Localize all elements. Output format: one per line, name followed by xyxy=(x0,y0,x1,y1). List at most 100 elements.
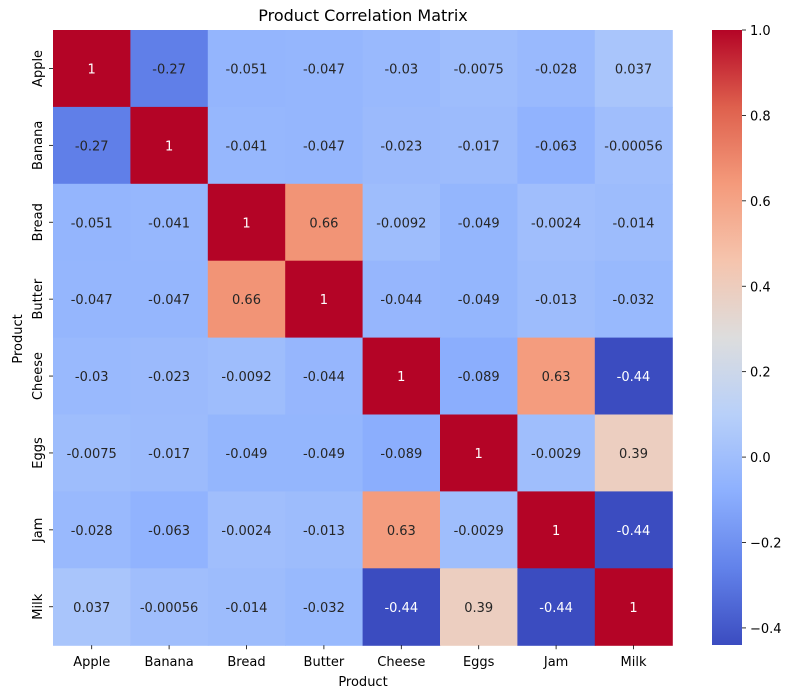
y-axis-label: Product xyxy=(11,314,26,363)
cell-label: -0.028 xyxy=(71,524,113,539)
cell-label: -0.0075 xyxy=(67,447,117,462)
colorbar-ticks: 1.0 0.8 0.6 0.4 0.2 0.0 −0.2 −0.4 xyxy=(742,24,782,637)
x-tick-label: Jam xyxy=(543,655,568,670)
cell-label: -0.051 xyxy=(226,62,268,77)
heatmap-cell xyxy=(130,30,209,108)
heatmap-cell xyxy=(440,337,518,416)
x-tick-label: Butter xyxy=(304,655,345,670)
cell-label: 1 xyxy=(242,216,250,231)
heatmap-cell xyxy=(285,30,364,108)
cell-label: 0.63 xyxy=(387,524,416,539)
heatmap-cell xyxy=(440,414,518,492)
heatmap-cell xyxy=(440,183,518,262)
y-tick-label: Butter xyxy=(31,278,46,319)
cell-label: -0.00056 xyxy=(604,139,662,154)
cell-label: -0.017 xyxy=(148,447,190,462)
cell-label: 0.66 xyxy=(309,216,338,231)
y-tick-label: Jam xyxy=(31,518,46,543)
cell-label: -0.0075 xyxy=(454,62,504,77)
heatmap-cell xyxy=(362,30,441,108)
y-tick-label: Bread xyxy=(31,203,46,241)
y-tick-labels: Apple Banana Bread Butter Cheese Eggs Jam Milk xyxy=(31,50,53,620)
heatmap-cell xyxy=(53,106,131,185)
heatmap-cell xyxy=(440,30,518,108)
heatmap-cell xyxy=(362,106,441,185)
cell-label: 1 xyxy=(552,524,560,539)
heatmap-cell xyxy=(594,414,673,492)
cell-label: -0.0092 xyxy=(376,216,426,231)
y-tick-label: Milk xyxy=(31,593,46,619)
cell-label: -0.049 xyxy=(226,447,268,462)
cell-label: -0.0092 xyxy=(221,370,271,385)
heatmap-cell xyxy=(517,568,596,646)
heatmap-cell xyxy=(130,568,209,646)
cell-label: -0.27 xyxy=(75,139,109,154)
heatmap-cell xyxy=(517,414,596,492)
colorbar-tick-label: 0.2 xyxy=(750,366,771,381)
heatmap-cell xyxy=(207,414,286,492)
heatmap-cell xyxy=(285,183,364,262)
heatmap-cell xyxy=(362,491,441,569)
cell-label: -0.044 xyxy=(303,370,345,385)
cell-label: 0.39 xyxy=(619,447,648,462)
cell-label: -0.44 xyxy=(539,601,573,616)
colorbar xyxy=(712,30,742,645)
cell-label: 0.037 xyxy=(73,601,110,616)
heatmap-cell xyxy=(207,183,286,262)
cell-label: -0.041 xyxy=(148,216,190,231)
cell-label: -0.023 xyxy=(148,370,190,385)
y-tick-label: Banana xyxy=(31,121,46,170)
heatmap-cell xyxy=(517,337,596,416)
cell-label: -0.00056 xyxy=(140,601,198,616)
heatmap-cell xyxy=(130,183,209,262)
cell-label: -0.063 xyxy=(535,139,577,154)
x-tick-label: Banana xyxy=(144,655,193,670)
cell-label: -0.044 xyxy=(380,293,422,308)
cell-label: -0.049 xyxy=(458,293,500,308)
heatmap-cell xyxy=(285,414,364,492)
cell-label: -0.013 xyxy=(303,524,345,539)
cell-label: -0.44 xyxy=(617,370,651,385)
colorbar-tick-label: 0.4 xyxy=(750,280,771,295)
cell-label: 0.63 xyxy=(542,370,571,385)
cell-label: 1 xyxy=(320,293,328,308)
colorbar-tick-label: 0.8 xyxy=(750,109,771,124)
cell-label: -0.047 xyxy=(71,293,113,308)
heatmap-cell xyxy=(53,30,131,108)
heatmap-cell xyxy=(362,568,441,646)
cell-label: -0.017 xyxy=(458,139,500,154)
heatmap-cell xyxy=(440,568,518,646)
heatmap-cell xyxy=(207,260,286,339)
x-tick-label: Apple xyxy=(73,655,110,670)
heatmap-cell xyxy=(285,491,364,569)
heatmap-cell xyxy=(130,491,209,569)
heatmap-cell xyxy=(594,568,673,646)
y-tick-label: Apple xyxy=(31,50,46,87)
cell-label: -0.032 xyxy=(613,293,655,308)
colorbar-tick-label: 1.0 xyxy=(750,24,771,39)
cell-label: -0.0029 xyxy=(454,524,504,539)
heatmap-cell xyxy=(207,30,286,108)
heatmap-cell xyxy=(207,491,286,569)
cell-label: -0.051 xyxy=(71,216,113,231)
heatmap-cell xyxy=(53,491,131,569)
cell-label: -0.023 xyxy=(380,139,422,154)
colorbar-tick-label: −0.4 xyxy=(750,622,782,637)
cell-label: -0.049 xyxy=(458,216,500,231)
cell-label: -0.03 xyxy=(75,370,109,385)
cell-label: 0.39 xyxy=(464,601,493,616)
y-tick-label: Cheese xyxy=(31,352,46,400)
cell-label: 1 xyxy=(629,601,637,616)
cell-label: 1 xyxy=(88,62,96,77)
cell-label: -0.047 xyxy=(148,293,190,308)
heatmap-cell xyxy=(440,260,518,339)
heatmap-cells xyxy=(53,30,673,646)
x-tick-label: Bread xyxy=(227,655,265,670)
cell-label: -0.27 xyxy=(152,62,186,77)
heatmap-cell xyxy=(517,106,596,185)
heatmap-cell xyxy=(594,106,673,185)
x-tick-labels: Apple Banana Bread Butter Cheese Eggs Jam Milk xyxy=(73,645,647,670)
heatmap-cell xyxy=(362,183,441,262)
cell-label: -0.047 xyxy=(303,139,345,154)
cell-label: 1 xyxy=(165,139,173,154)
